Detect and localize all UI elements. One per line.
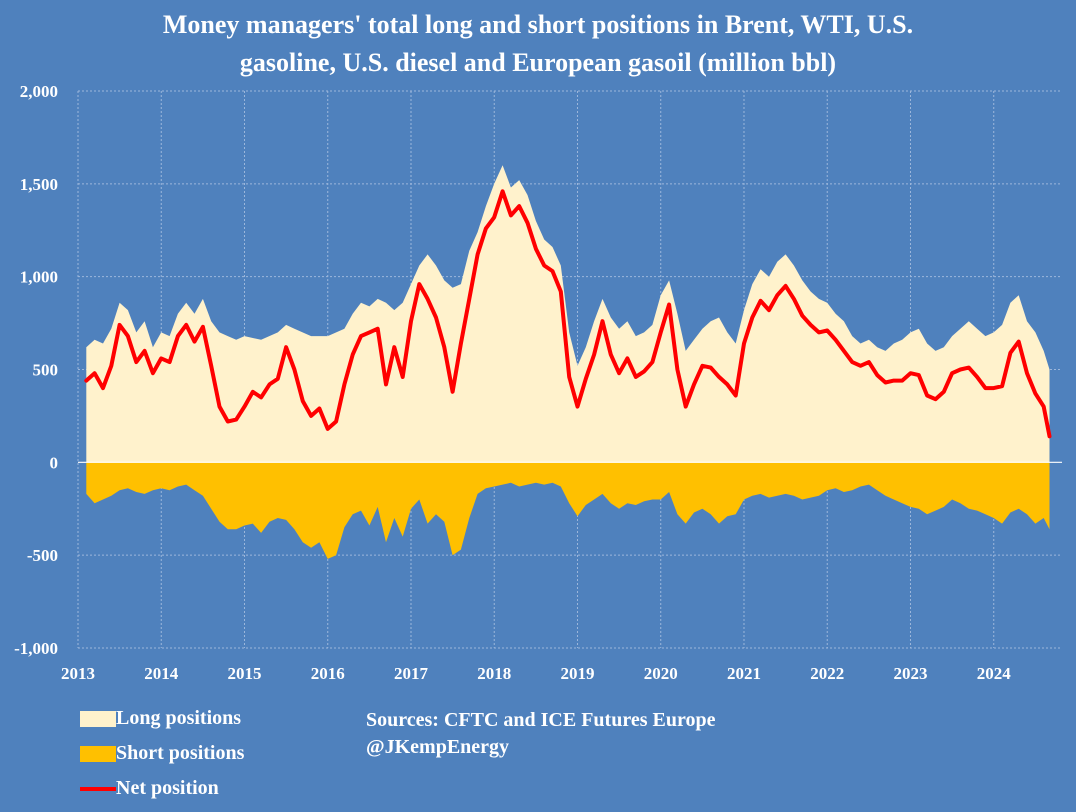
- grid: [77, 90, 1062, 649]
- legend-swatch-long: [80, 710, 116, 727]
- legend-label-short: Short positions: [116, 742, 245, 764]
- x-tick-label: 2023: [893, 664, 927, 683]
- chart-title: Money managers' total long and short pos…: [0, 6, 1076, 82]
- y-tick-label: -1,000: [14, 639, 58, 658]
- y-tick-label: 1,500: [20, 175, 58, 194]
- legend-item-short: Short positions: [80, 736, 244, 771]
- chart-title-line-2: gasoline, U.S. diesel and European gasoi…: [239, 48, 837, 77]
- sources-line: Sources: CFTC and ICE Futures Europe: [366, 709, 716, 731]
- y-axis: 2,000 1,500 1,000 500 0 -500 -1,000: [14, 82, 58, 658]
- x-tick-label: 2020: [644, 664, 678, 683]
- chart-title-line-1: Money managers' total long and short pos…: [162, 10, 914, 39]
- x-tick-label: 2013: [61, 664, 95, 683]
- series-areas: [86, 165, 1050, 559]
- x-axis: 2013 2014 2015 2016 2017 2018 2019 2020 2021 2022…: [61, 664, 1011, 683]
- net-position-line: [84, 189, 1052, 439]
- y-tick-label: -500: [27, 546, 58, 565]
- legend-label-long: Long positions: [116, 707, 242, 729]
- y-tick-label: 1,000: [20, 268, 58, 287]
- long-positions-area: [86, 165, 1050, 463]
- sources-note: Sources: CFTC and ICE Futures Europe @JK…: [366, 707, 716, 761]
- x-tick-label: 2022: [810, 664, 844, 683]
- x-tick-label: 2019: [560, 664, 594, 683]
- y-tick-label: 0: [50, 453, 59, 472]
- legend-item-net: Net position: [80, 771, 244, 806]
- x-tick-label: 2024: [977, 664, 1012, 683]
- x-tick-label: 2014: [144, 664, 179, 683]
- x-tick-label: 2021: [727, 664, 761, 683]
- author-handle: @JKempEnergy: [366, 736, 510, 758]
- y-tick-label: 2,000: [20, 82, 58, 101]
- x-tick-label: 2018: [477, 664, 511, 683]
- legend-item-long: Long positions: [80, 701, 244, 736]
- legend-swatch-net: [80, 786, 116, 791]
- x-tick-label: 2017: [394, 664, 429, 683]
- legend-swatch-short: [80, 745, 116, 762]
- y-tick-label: 500: [33, 361, 59, 380]
- series-net-line: [84, 189, 1052, 439]
- x-tick-label: 2016: [311, 664, 345, 683]
- legend: Long positions Short positions Net posit…: [80, 701, 244, 806]
- x-tick-label: 2015: [227, 664, 261, 683]
- legend-label-net: Net position: [116, 777, 219, 799]
- short-positions-area: [86, 462, 1050, 559]
